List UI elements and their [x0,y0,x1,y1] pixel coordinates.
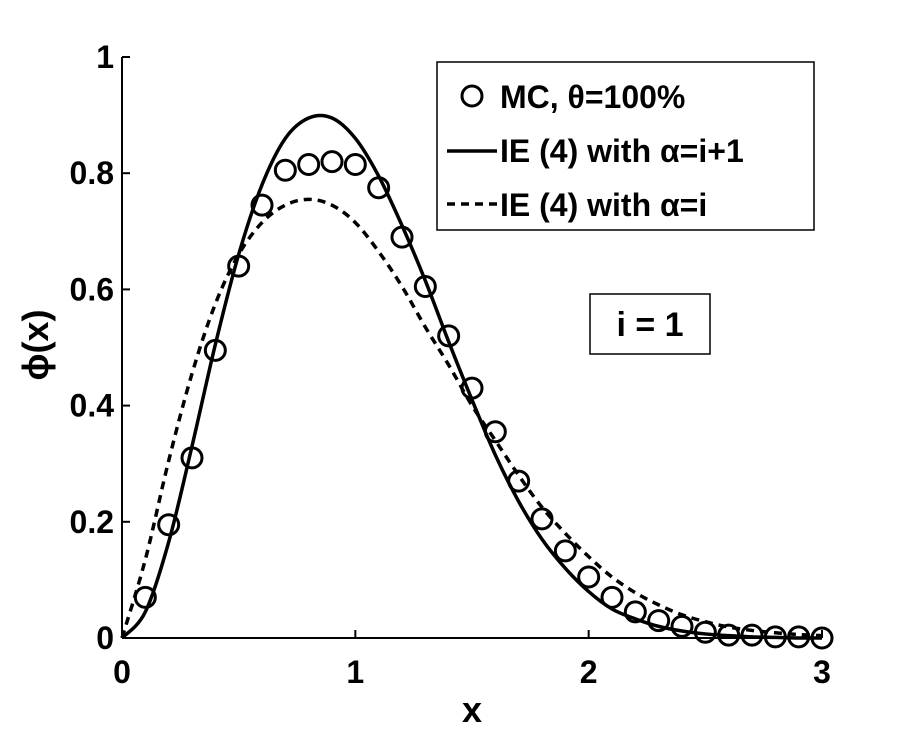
x-ticks: 0 1 2 3 [113,630,831,690]
mc-data-point [413,274,437,298]
y-axis-label: ϕ(x) [15,310,56,381]
x-tick-label: 2 [580,654,598,690]
mc-data-point [297,152,321,176]
x-tick-label: 0 [113,654,131,690]
x-axis-label: x [462,689,482,730]
mc-data-point [343,152,367,176]
mc-data-point [717,623,741,647]
mc-data-point [157,513,181,537]
mc-data-point [507,469,531,493]
series-layer [120,113,834,650]
plot-area [121,57,822,639]
y-tick-label: 1 [96,39,114,75]
mc-data-point [390,225,414,249]
mc-data-point [250,193,274,217]
mc-data-point [483,420,507,444]
annotation-text: i = 1 [616,306,683,344]
legend-marker-circle [460,84,484,108]
mc-data-point [670,614,694,638]
y-tick-label: 0.8 [70,155,114,191]
mc-data-point [763,625,787,649]
legend-box [436,61,815,231]
mc-data-point [367,176,391,200]
legend: MC, θ=100% IE (4) with α=i+1 IE (4) with… [436,61,815,231]
legend-label-mc: MC, θ=100% [500,79,685,115]
mc-data-point [810,626,834,650]
y-tick-label: 0.4 [70,388,115,424]
y-tick-label: 0.6 [70,271,114,307]
y-ticks: 0 0.2 0.4 0.6 0.8 1 [70,39,130,656]
mc-data-point [740,623,764,647]
mc-data-point [437,324,461,348]
annotation: i = 1 [589,293,711,355]
mc-data-point [180,446,204,470]
mc-data-point [460,376,484,400]
mc-data-point [577,565,601,589]
mc-data-point [530,507,554,531]
mc-data-point [623,600,647,624]
annotation-box [589,293,711,355]
legend-label-ie-alpha-i-plus-1: IE (4) with α=i+1 [500,133,744,169]
mc-data-point [600,585,624,609]
mc-data-point [647,609,671,633]
legend-label-ie-alpha-i: IE (4) with α=i [500,187,707,223]
mc-data-point [787,625,811,649]
y-tick-label: 0.2 [70,504,114,540]
mc-data-point [203,338,227,362]
series-line-alpha-i-plus-1 [120,113,823,640]
mc-data-point [273,158,297,182]
series-line-alpha-i [120,197,823,639]
mc-data-point [693,620,717,644]
x-tick-label: 3 [813,654,831,690]
mc-data-point [553,539,577,563]
mc-data-point [227,254,251,278]
mc-data-point [320,150,344,174]
x-tick-label: 1 [346,654,364,690]
y-tick-label: 0 [96,620,114,656]
mc-data-point [133,585,157,609]
